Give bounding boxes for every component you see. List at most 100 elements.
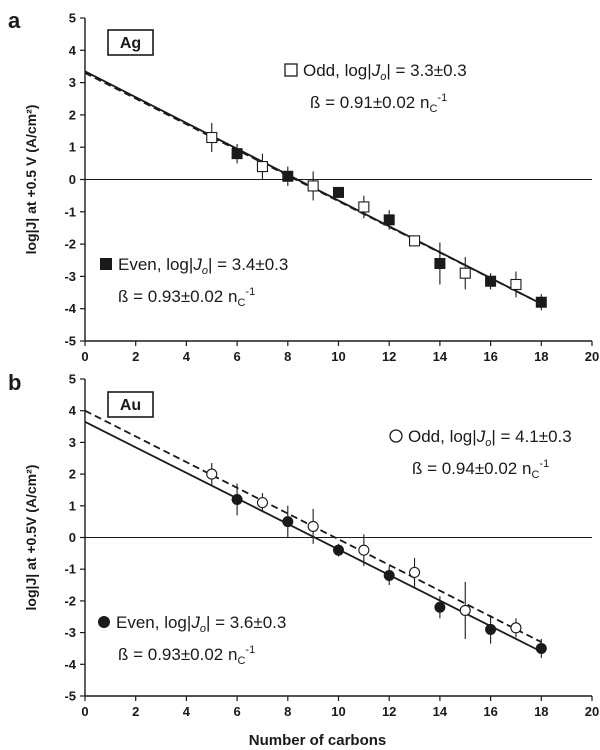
legend-marker (100, 258, 112, 270)
y-tick-label: 4 (69, 43, 77, 58)
y-tick-label: -3 (64, 269, 76, 284)
data-point (256, 497, 269, 509)
annotation-odd-beta: ß = 0.94±0.02 nC-1 (412, 458, 549, 481)
y-tick-label: 4 (69, 403, 77, 418)
annotation-odd-intercept: Odd, log|Jo| = 3.3±0.3 (303, 61, 467, 83)
data-point (510, 278, 522, 291)
annotation-odd-intercept: Odd, log|Jo| = 4.1±0.3 (408, 427, 572, 449)
y-tick-label: 1 (69, 140, 76, 155)
data-point (231, 148, 243, 160)
x-tick-label: 8 (284, 349, 291, 364)
x-axis-label: Number of carbons (249, 732, 387, 749)
x-tick-label: 10 (331, 704, 345, 719)
data-point (333, 544, 344, 556)
y-tick-label: 2 (69, 107, 76, 122)
legend-marker (389, 429, 403, 443)
legend-marker (98, 616, 110, 628)
data-point (535, 296, 547, 308)
series-odd (206, 463, 522, 639)
data-point (383, 214, 395, 226)
data-point (434, 257, 446, 269)
data-point (282, 516, 294, 528)
x-tick-label: 16 (483, 349, 497, 364)
data-point (459, 267, 471, 279)
y-tick-label: -1 (64, 562, 76, 577)
y-axis-label: log|J| at +0.5 V (A/cm²) (23, 105, 39, 255)
y-tick-label: 3 (69, 435, 76, 450)
series-even (231, 143, 547, 311)
data-point (485, 275, 497, 287)
x-tick-label: 18 (534, 704, 548, 719)
metal-label-box (107, 391, 154, 418)
data-point (383, 570, 395, 582)
annotation-even-beta: ß = 0.93±0.02 nC-1 (118, 286, 255, 309)
y-tick-label: 2 (69, 467, 76, 482)
panel-letter: a (8, 8, 21, 33)
x-tick-label: 18 (534, 349, 548, 364)
data-point (358, 544, 370, 556)
x-tick-label: 14 (433, 349, 448, 364)
data-point (282, 170, 294, 182)
x-tick-label: 12 (382, 704, 396, 719)
data-point (307, 520, 319, 532)
data-point (206, 131, 218, 144)
annotation-even-beta: ß = 0.93±0.02 nC-1 (118, 644, 255, 667)
y-tick-label: -5 (64, 689, 76, 704)
y-tick-label: 1 (69, 498, 76, 513)
x-tick-label: 2 (132, 704, 139, 719)
y-tick-label: 0 (69, 172, 76, 187)
x-tick-label: 16 (483, 704, 497, 719)
y-tick-label: -1 (64, 204, 76, 219)
data-point (231, 493, 243, 505)
x-tick-label: 14 (433, 704, 448, 719)
x-tick-label: 6 (233, 704, 240, 719)
x-tick-label: 12 (382, 349, 396, 364)
x-tick-label: 4 (183, 349, 191, 364)
legend-marker (284, 63, 298, 77)
y-tick-label: 5 (69, 11, 76, 26)
y-tick-label: -3 (64, 625, 76, 640)
y-axis-label: log|J| at +0.5V (A/cm²) (23, 465, 39, 611)
data-point (256, 161, 269, 173)
y-tick-label: -4 (64, 301, 76, 316)
data-point (510, 622, 522, 634)
data-point (358, 201, 370, 213)
metal-label: Ag (120, 35, 141, 52)
y-tick-label: -5 (64, 334, 76, 349)
x-tick-label: 0 (81, 704, 88, 719)
data-point (206, 468, 218, 480)
data-point (535, 642, 547, 654)
annotation-even-intercept: Even, log|Jo| = 3.6±0.3 (116, 613, 286, 635)
annotation-even-intercept: Even, log|Jo| = 3.4±0.3 (118, 255, 288, 277)
data-point (408, 566, 421, 578)
metal-label-box (107, 29, 154, 56)
metal-label: Au (120, 397, 141, 414)
annotation-odd-beta: ß = 0.91±0.02 nC-1 (310, 92, 447, 115)
x-tick-label: 0 (81, 349, 88, 364)
x-tick-label: 10 (331, 349, 345, 364)
y-tick-label: 3 (69, 75, 76, 90)
data-point (485, 623, 497, 635)
data-point (434, 601, 446, 613)
x-tick-label: 20 (585, 704, 599, 719)
y-tick-label: -2 (64, 237, 76, 252)
series-odd (206, 122, 522, 298)
x-tick-label: 4 (183, 704, 191, 719)
y-tick-label: -2 (64, 593, 76, 608)
data-point (307, 180, 319, 192)
y-tick-label: -4 (64, 657, 76, 672)
data-point (333, 186, 344, 198)
series-even (231, 483, 547, 658)
x-tick-label: 8 (284, 704, 291, 719)
data-point (459, 604, 471, 616)
panel-letter: b (8, 370, 21, 395)
x-tick-label: 20 (585, 349, 599, 364)
y-tick-label: 0 (69, 530, 76, 545)
x-tick-label: 2 (132, 349, 139, 364)
y-tick-label: 5 (69, 372, 76, 387)
data-point (408, 235, 421, 247)
x-tick-label: 6 (233, 349, 240, 364)
